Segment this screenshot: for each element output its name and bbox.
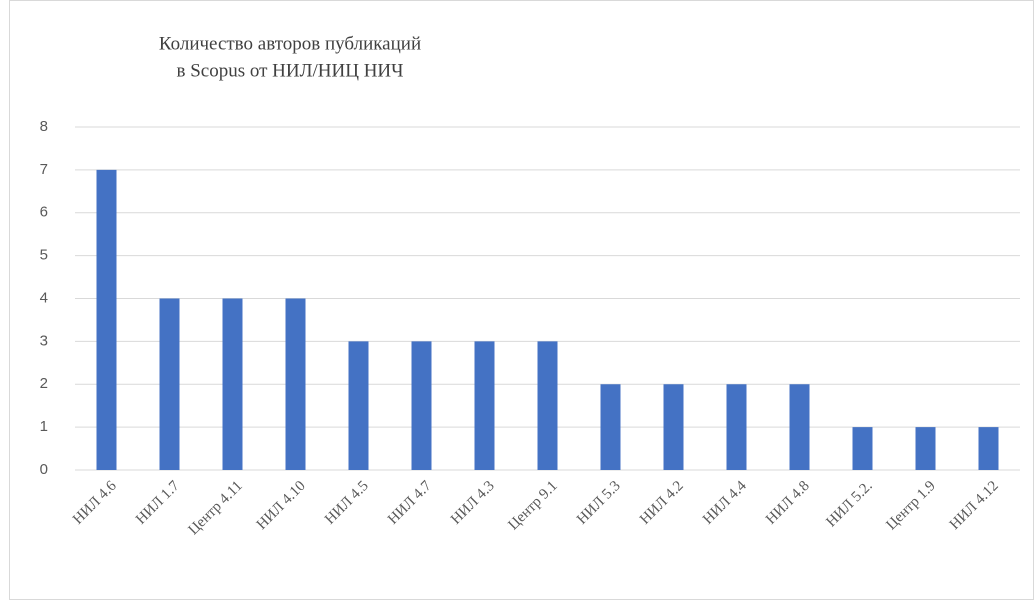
bar <box>474 341 495 470</box>
chart-title: в Scopus от НИЛ/НИЦ НИЧ <box>177 60 404 81</box>
bar <box>852 427 873 470</box>
y-tick-label: 0 <box>40 461 48 478</box>
bar <box>222 298 243 470</box>
y-tick-label: 6 <box>40 204 48 221</box>
y-tick-label: 1 <box>40 418 48 435</box>
bar <box>600 384 621 470</box>
y-tick-label: 5 <box>40 247 48 264</box>
bar <box>663 384 684 470</box>
y-tick-label: 7 <box>40 161 48 178</box>
bar <box>978 427 999 470</box>
bar <box>789 384 810 470</box>
y-tick-label: 3 <box>40 332 48 349</box>
bar <box>285 298 306 470</box>
y-tick-label: 8 <box>40 118 48 135</box>
y-tick-label: 4 <box>40 289 48 306</box>
bar <box>159 298 180 470</box>
bar <box>726 384 747 470</box>
bar <box>96 169 117 470</box>
chart-border <box>9 0 1034 600</box>
bar <box>915 427 936 470</box>
bar <box>537 341 558 470</box>
y-tick-label: 2 <box>40 375 48 392</box>
bar <box>411 341 432 470</box>
bar <box>348 341 369 470</box>
chart-title: Количество авторов публикаций <box>159 33 421 54</box>
